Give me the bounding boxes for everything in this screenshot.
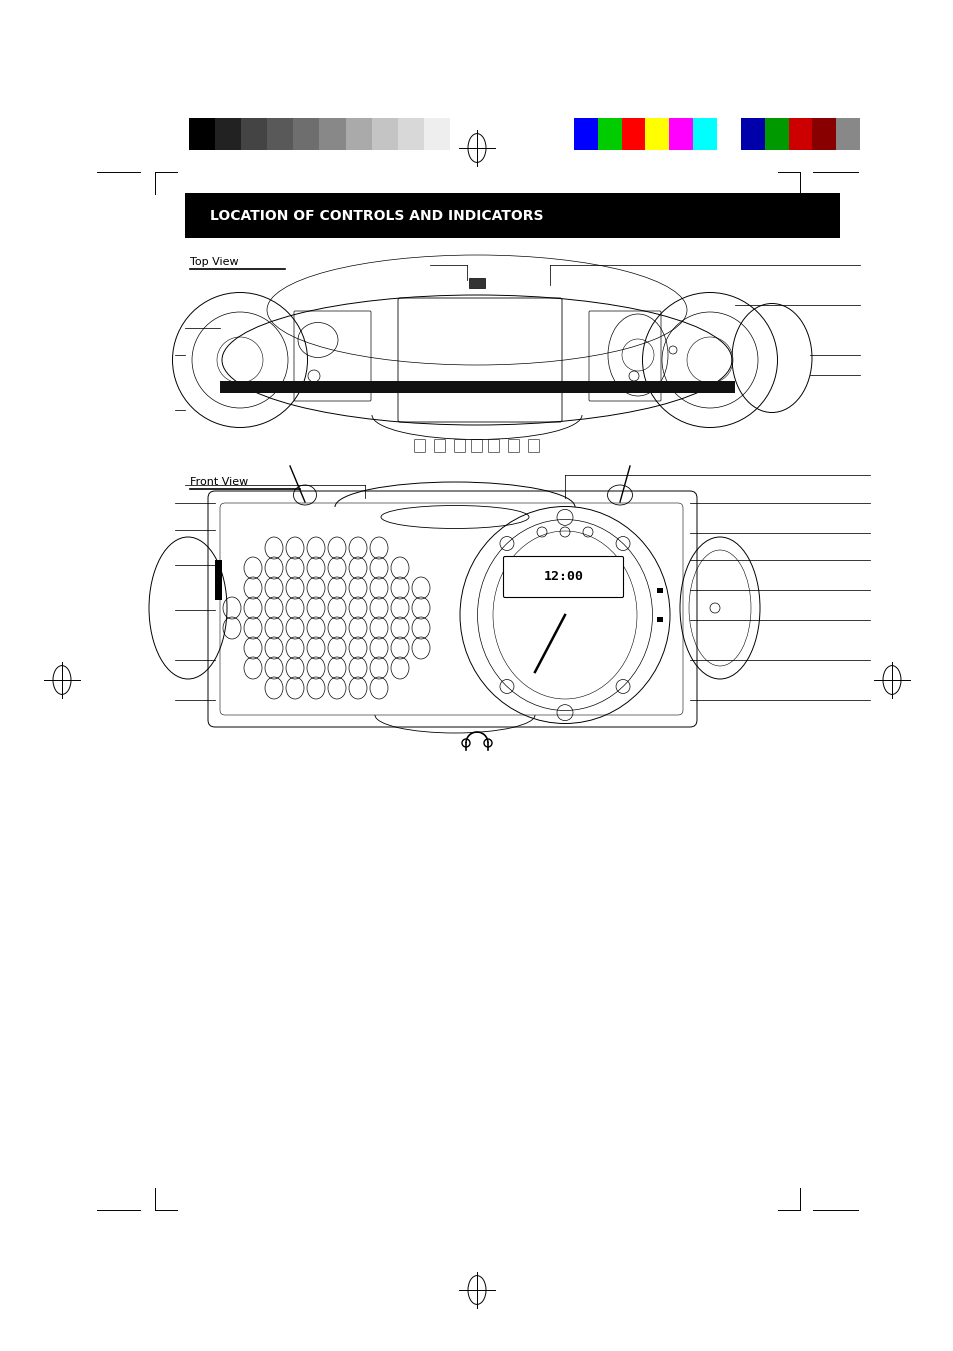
Bar (214, 561, 222, 600)
Bar (657, 617, 662, 621)
Bar (469, 278, 484, 288)
Bar (669, 118, 693, 150)
Bar (372, 118, 397, 150)
Bar (185, 193, 840, 238)
Bar (345, 118, 372, 150)
Text: Top View: Top View (190, 257, 238, 267)
Bar (621, 118, 645, 150)
Bar (717, 118, 740, 150)
Bar (294, 118, 319, 150)
Text: LOCATION OF CONTROLS AND INDICATORS: LOCATION OF CONTROLS AND INDICATORS (210, 208, 543, 223)
Bar (267, 118, 294, 150)
Bar (450, 118, 476, 150)
Bar (574, 118, 598, 150)
FancyBboxPatch shape (503, 557, 623, 597)
Bar (788, 118, 812, 150)
Text: 12:00: 12:00 (543, 570, 583, 584)
Bar (397, 118, 423, 150)
Bar (645, 118, 669, 150)
Bar (423, 118, 450, 150)
Bar (319, 118, 345, 150)
Bar (241, 118, 267, 150)
Bar (835, 118, 859, 150)
Bar (598, 118, 621, 150)
Bar (214, 118, 241, 150)
Bar (220, 381, 734, 393)
Text: Front View: Front View (190, 477, 248, 486)
Bar (812, 118, 835, 150)
Bar (693, 118, 717, 150)
Bar (764, 118, 788, 150)
Bar (189, 118, 214, 150)
Bar (740, 118, 764, 150)
Bar (657, 588, 662, 593)
